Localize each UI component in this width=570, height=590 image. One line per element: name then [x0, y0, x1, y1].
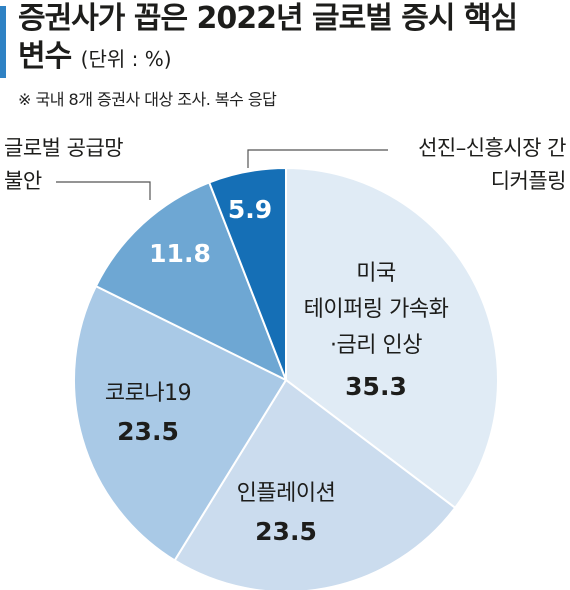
- slice-5-label-line-2: 디커플링: [491, 169, 566, 193]
- slice-1-label-line-1: 미국: [356, 261, 396, 286]
- slice-2-value: 23.5: [255, 517, 317, 546]
- slice-4-value: 11.8: [149, 239, 211, 268]
- pie-slice-1: [285, 166, 499, 510]
- slice-3-value: 23.5: [117, 417, 179, 446]
- leader-line-supply-chain: [56, 181, 151, 200]
- slice-1-label-line-2: 테이퍼링 가속화: [304, 297, 449, 322]
- leader-line-decoupling: [247, 149, 388, 168]
- title-line-1: 증권사가 꼽은 2022년 글로벌 증시 핵심: [18, 1, 518, 36]
- title-accent-bar: [0, 6, 6, 78]
- unit-label: (단위 : %): [80, 47, 172, 71]
- slice-1-label-line-3: ·금리 인상: [330, 333, 422, 358]
- slice-3-label-line-1: 코로나19: [105, 381, 191, 406]
- slice-1-value: 35.3: [345, 372, 407, 401]
- pie-slice-4: [94, 181, 288, 383]
- pie-slice-5: [207, 166, 287, 381]
- title-line-2-text: 변수: [18, 39, 72, 74]
- title-line-2: 변수 (단위 : %): [18, 38, 517, 78]
- slice-4-label-line-1: 글로벌 공급망: [4, 136, 123, 160]
- slice-4-label-line-2: 불안: [4, 169, 42, 193]
- slice-5-label-line-1: 선진–신흥시장 간: [418, 136, 566, 160]
- survey-note: ※ 국내 8개 증권사 대상 조사. 복수 응답: [18, 90, 277, 109]
- slice-5-value: 5.9: [228, 195, 272, 224]
- pie-slice-2: [173, 378, 457, 590]
- slice-2-label-line-1: 인플레이션: [237, 481, 336, 506]
- chart-title: 증권사가 꼽은 2022년 글로벌 증시 핵심 변수 (단위 : %): [18, 0, 518, 78]
